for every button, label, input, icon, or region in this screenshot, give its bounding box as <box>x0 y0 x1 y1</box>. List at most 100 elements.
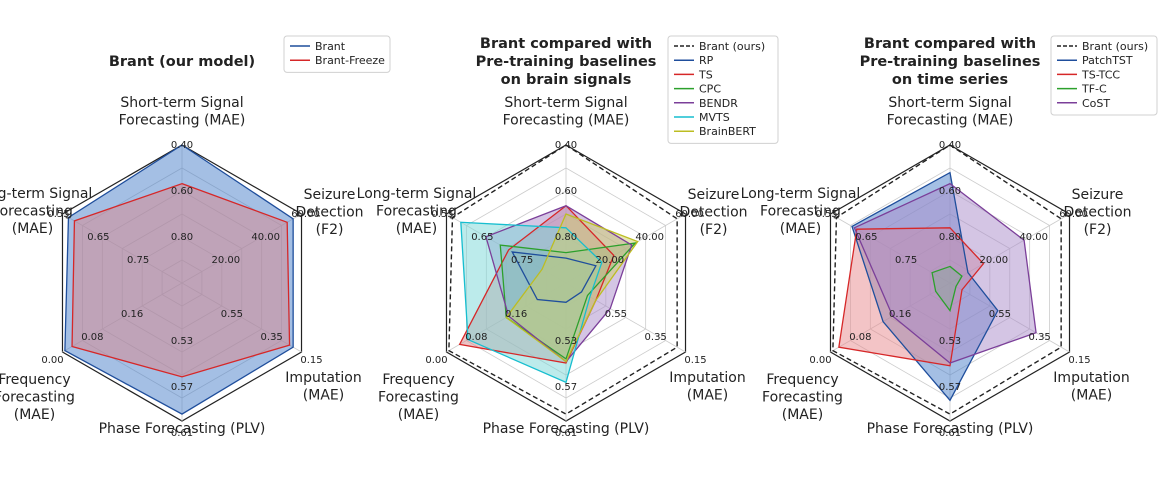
tick-label: 0.35 <box>261 332 283 343</box>
chart-title: Brant (our model) <box>109 54 255 70</box>
tick-label: 0.53 <box>171 336 193 347</box>
legend-label: RP <box>699 54 714 67</box>
tick-label: 0.75 <box>127 255 149 266</box>
tick-label: 0.35 <box>1029 332 1051 343</box>
tick-label: 0.08 <box>465 332 487 343</box>
axis-label: Seizure Detection (F2) <box>296 187 364 238</box>
tick-label: 20.00 <box>212 255 241 266</box>
tick-label: 0.55 <box>989 309 1011 320</box>
legend-box <box>1050 35 1158 116</box>
radar-panel-1: 0.80 0.60 0.40 20.00 40.00 60.00 0.55 0.35 0.15 0… <box>0 35 391 439</box>
tick-label: 20.00 <box>596 255 625 266</box>
axis-label: Seizure Detection (F2) <box>1064 187 1132 238</box>
tick-label: 0.80 <box>171 232 193 243</box>
tick-label: 0.55 <box>47 209 69 220</box>
series-line-brainbert <box>505 213 639 363</box>
legend-label: Brant (ours) <box>1082 40 1148 53</box>
tick-label: 0.15 <box>300 355 322 366</box>
tick-label: 60.00 <box>675 209 704 220</box>
tick-label: 0.61 <box>939 428 961 439</box>
tick-label: 0.65 <box>855 232 877 243</box>
tick-label: 0.75 <box>511 255 533 266</box>
legend-label: TS-TCC <box>1081 68 1120 81</box>
series-area-brant-freeze <box>72 183 290 377</box>
tick-label: 0.16 <box>121 309 143 320</box>
tick-label: 0.15 <box>684 355 706 366</box>
tick-label: 0.16 <box>889 309 911 320</box>
series-line-brant-freeze <box>71 182 291 378</box>
axis-label: Phase Forecasting (PLV) <box>99 421 266 437</box>
series-line-brant <box>64 144 294 415</box>
series-line-ts-tcc <box>838 227 985 367</box>
tick-label: 0.60 <box>171 186 193 197</box>
series-line-cpc <box>499 242 638 360</box>
legend-label: Brant (ours) <box>699 40 765 53</box>
legend-label: CoST <box>1082 97 1110 110</box>
axis-label: Short-term Signal Forecasting (MAE) <box>503 95 630 129</box>
legend-label: Brant-Freeze <box>315 54 385 67</box>
tick-label: 60.00 <box>291 209 320 220</box>
legend-label: MVTS <box>699 111 730 124</box>
axis-label: Short-term Signal Forecasting (MAE) <box>887 95 1014 129</box>
tick-label: 0.00 <box>41 355 63 366</box>
legend-label: BENDR <box>699 97 738 110</box>
chart-title: Brant compared with Pre-training baseline… <box>476 36 657 88</box>
tick-label: 0.40 <box>555 140 577 151</box>
series-line-patchtst <box>851 171 999 402</box>
axis-label: Seizure Detection (F2) <box>680 187 748 238</box>
tick-label: 0.57 <box>939 382 961 393</box>
tick-label: 40.00 <box>251 232 280 243</box>
series-line-ts <box>458 204 615 364</box>
tick-label: 0.16 <box>505 309 527 320</box>
legend-box <box>667 35 779 144</box>
tick-label: 0.57 <box>555 382 577 393</box>
tick-label: 0.80 <box>939 232 961 243</box>
axis-label: Imputation (MAE) <box>285 370 361 404</box>
tick-label: 0.65 <box>87 232 109 243</box>
tick-label: 0.08 <box>849 332 871 343</box>
tick-label: 40.00 <box>1019 232 1048 243</box>
series-line-rp <box>511 251 597 303</box>
legend-label: TS <box>698 68 713 81</box>
axis-label: Imputation (MAE) <box>669 370 745 404</box>
series-area-brainbert <box>506 214 638 362</box>
series-line-brant-ours <box>448 144 678 415</box>
tick-label: 20.00 <box>980 255 1009 266</box>
tick-label: 0.53 <box>939 336 961 347</box>
tick-label: 0.35 <box>645 332 667 343</box>
tick-label: 0.08 <box>81 332 103 343</box>
tick-label: 0.60 <box>939 186 961 197</box>
tick-label: 0.55 <box>431 209 453 220</box>
series-line-cost <box>853 182 1037 364</box>
radar-panel-3: 0.80 0.60 0.40 20.00 40.00 60.00 0.55 0.35 0.15 0… <box>741 35 1158 439</box>
tick-label: 0.65 <box>471 232 493 243</box>
axis-label: Short-term Signal Forecasting (MAE) <box>119 95 246 129</box>
axis-label: Frequency Forecasting (MAE) <box>762 372 843 423</box>
series-line-tf-c <box>931 265 963 313</box>
tick-label: 0.40 <box>171 140 193 151</box>
tick-label: 0.61 <box>555 428 577 439</box>
radar-panel-2: 0.80 0.60 0.40 20.00 40.00 60.00 0.55 0.35 0.15 0… <box>357 35 779 439</box>
tick-label: 0.60 <box>555 186 577 197</box>
legend-label: PatchTST <box>1082 54 1133 67</box>
tick-label: 0.75 <box>895 255 917 266</box>
legend-label: Brant <box>315 40 346 53</box>
tick-label: 0.55 <box>605 309 627 320</box>
tick-label: 40.00 <box>635 232 664 243</box>
axis-label: Imputation (MAE) <box>1053 370 1129 404</box>
axis-label: Phase Forecasting (PLV) <box>483 421 650 437</box>
tick-label: 0.61 <box>171 428 193 439</box>
tick-label: 60.00 <box>1059 209 1088 220</box>
axis-label: Frequency Forecasting (MAE) <box>378 372 459 423</box>
legend-box <box>283 35 391 73</box>
tick-label: 0.15 <box>1068 355 1090 366</box>
tick-label: 0.55 <box>221 309 243 320</box>
series-line-mvts <box>460 221 603 384</box>
tick-label: 0.40 <box>939 140 961 151</box>
legend-label: BrainBERT <box>699 125 756 138</box>
legend-label: TF-C <box>1081 83 1107 96</box>
tick-label: 0.80 <box>555 232 577 243</box>
